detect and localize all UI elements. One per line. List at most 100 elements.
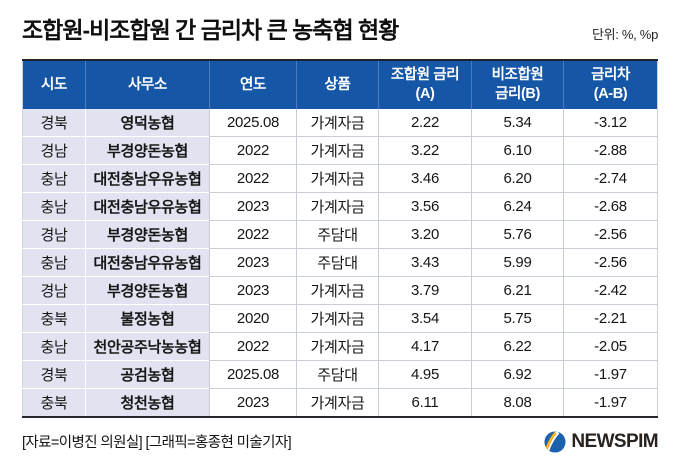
cell-nonmember-rate: 6.24 xyxy=(471,191,564,221)
cell-member-rate: 3.20 xyxy=(378,219,472,249)
table-header-row: 시도 사무소 연도 상품 조합원 금리 (A) 비조합원 금리(B) 금리차 (A-B) xyxy=(22,59,658,109)
cell-product: 가계자금 xyxy=(296,303,379,333)
cell-member-rate: 3.46 xyxy=(378,163,472,193)
cell-office: 불정농협 xyxy=(85,303,210,333)
table-row: 충남 대전충남우유농협 2022 가계자금 3.46 6.20 -2.74 xyxy=(22,163,658,193)
column-header-rate-gap: 금리차 (A-B) xyxy=(563,59,658,109)
cell-year: 2023 xyxy=(209,275,297,305)
cell-region: 충남 xyxy=(22,163,86,193)
column-header-product: 상품 xyxy=(296,59,379,109)
cell-region: 충북 xyxy=(22,387,86,417)
cell-office: 천안공주낙농농협 xyxy=(85,331,210,361)
unit-label: 단위: %, %p xyxy=(591,26,658,42)
table-row: 충북 청천농협 2023 가계자금 6.11 8.08 -1.97 xyxy=(22,387,658,417)
cell-rate-gap: -2.56 xyxy=(563,219,658,249)
cell-nonmember-rate: 6.92 xyxy=(471,359,564,389)
newspim-logo: NEWSPIM xyxy=(544,430,659,453)
cell-rate-gap: -3.12 xyxy=(563,108,658,137)
cell-region: 경북 xyxy=(22,108,86,137)
column-header-member-rate: 조합원 금리 (A) xyxy=(378,59,472,109)
table-row: 경북 영덕농협 2025.08 가계자금 2.22 5.34 -3.12 xyxy=(22,108,658,137)
title-row: 조합원-비조합원 간 금리차 큰 농축협 현황 단위: %, %p xyxy=(0,0,680,45)
cell-product: 가계자금 xyxy=(296,191,379,221)
cell-rate-gap: -1.97 xyxy=(563,359,658,389)
cell-office: 대전충남우유농협 xyxy=(85,247,210,277)
cell-year: 2023 xyxy=(209,247,297,277)
cell-rate-gap: -2.05 xyxy=(563,331,658,361)
table-row: 충남 대전충남우유농협 2023 주담대 3.43 5.99 -2.56 xyxy=(22,247,658,277)
table-body: 경북 영덕농협 2025.08 가계자금 2.22 5.34 -3.12 경남 부경양돈농협 20… xyxy=(22,108,658,417)
footer-row: [자료=이병진 의원실] [그래픽=홍종현 미술기자] NEWSPIM xyxy=(0,418,680,453)
source-credit: [자료=이병진 의원실] [그래픽=홍종현 미술기자] xyxy=(22,435,292,452)
cell-member-rate: 3.43 xyxy=(378,247,472,277)
cell-region: 충남 xyxy=(22,331,86,361)
cell-year: 2022 xyxy=(209,331,297,361)
cell-year: 2023 xyxy=(209,191,297,221)
cell-nonmember-rate: 6.21 xyxy=(471,275,564,305)
cell-nonmember-rate: 6.22 xyxy=(471,331,564,361)
table-row: 충남 천안공주낙농농협 2022 가계자금 4.17 6.22 -2.05 xyxy=(22,331,658,361)
cell-product: 가계자금 xyxy=(296,163,379,193)
table-row: 경남 부경양돈농협 2022 가계자금 3.22 6.10 -2.88 xyxy=(22,135,658,165)
cell-member-rate: 3.22 xyxy=(378,135,472,165)
cell-rate-gap: -2.74 xyxy=(563,163,658,193)
page-title: 조합원-비조합원 간 금리차 큰 농축협 현황 xyxy=(22,17,399,43)
cell-office: 영덕농협 xyxy=(85,108,210,137)
cell-nonmember-rate: 5.75 xyxy=(471,303,564,333)
cell-region: 충북 xyxy=(22,303,86,333)
cell-product: 주담대 xyxy=(296,359,379,389)
cell-year: 2025.08 xyxy=(209,359,297,389)
cell-rate-gap: -2.88 xyxy=(563,135,658,165)
table-row: 경북 공검농협 2025.08 주담대 4.95 6.92 -1.97 xyxy=(22,359,658,389)
column-header-region: 시도 xyxy=(22,59,86,109)
cell-product: 가계자금 xyxy=(296,135,379,165)
cell-product: 주담대 xyxy=(296,219,379,249)
newspim-logo-icon xyxy=(544,431,566,453)
cell-year: 2022 xyxy=(209,163,297,193)
table-row: 충남 대전충남우유농협 2023 가계자금 3.56 6.24 -2.68 xyxy=(22,191,658,221)
newspim-logo-text: NEWSPIM xyxy=(571,430,658,452)
cell-member-rate: 2.22 xyxy=(378,108,472,137)
column-header-office: 사무소 xyxy=(85,59,210,109)
cell-office: 부경양돈농협 xyxy=(85,135,210,165)
cell-year: 2022 xyxy=(209,219,297,249)
cell-region: 경남 xyxy=(22,275,86,305)
cell-product: 주담대 xyxy=(296,247,379,277)
cell-nonmember-rate: 5.34 xyxy=(471,108,564,137)
cell-office: 부경양돈농협 xyxy=(85,275,210,305)
cell-nonmember-rate: 5.76 xyxy=(471,219,564,249)
cell-product: 가계자금 xyxy=(296,331,379,361)
cell-region: 충남 xyxy=(22,247,86,277)
cell-year: 2020 xyxy=(209,303,297,333)
cell-region: 충남 xyxy=(22,191,86,221)
cell-region: 경북 xyxy=(22,359,86,389)
cell-product: 가계자금 xyxy=(296,387,379,417)
cell-rate-gap: -2.42 xyxy=(563,275,658,305)
table-row: 경남 부경양돈농협 2023 가계자금 3.79 6.21 -2.42 xyxy=(22,275,658,305)
cell-office: 청천농협 xyxy=(85,387,210,417)
cell-region: 경남 xyxy=(22,219,86,249)
cell-member-rate: 3.79 xyxy=(378,275,472,305)
cell-member-rate: 3.56 xyxy=(378,191,472,221)
column-header-nonmember-rate: 비조합원 금리(B) xyxy=(471,59,564,109)
cell-nonmember-rate: 6.20 xyxy=(471,163,564,193)
cell-office: 공검농협 xyxy=(85,359,210,389)
cell-year: 2023 xyxy=(209,387,297,417)
cell-nonmember-rate: 5.99 xyxy=(471,247,564,277)
rates-table: 시도 사무소 연도 상품 조합원 금리 (A) 비조합원 금리(B) 금리차 (A-B) 경북 영덕… xyxy=(22,58,658,418)
cell-office: 대전충남우유농협 xyxy=(85,191,210,221)
table-header: 시도 사무소 연도 상품 조합원 금리 (A) 비조합원 금리(B) 금리차 (A-B) xyxy=(22,59,658,109)
cell-nonmember-rate: 6.10 xyxy=(471,135,564,165)
cell-year: 2022 xyxy=(209,135,297,165)
cell-rate-gap: -2.21 xyxy=(563,303,658,333)
cell-office: 부경양돈농협 xyxy=(85,219,210,249)
table-row: 경남 부경양돈농협 2022 주담대 3.20 5.76 -2.56 xyxy=(22,219,658,249)
cell-region: 경남 xyxy=(22,135,86,165)
cell-product: 가계자금 xyxy=(296,108,379,137)
cell-member-rate: 6.11 xyxy=(378,387,472,417)
table-row: 충북 불정농협 2020 가계자금 3.54 5.75 -2.21 xyxy=(22,303,658,333)
cell-rate-gap: -2.68 xyxy=(563,191,658,221)
cell-rate-gap: -2.56 xyxy=(563,247,658,277)
cell-member-rate: 3.54 xyxy=(378,303,472,333)
